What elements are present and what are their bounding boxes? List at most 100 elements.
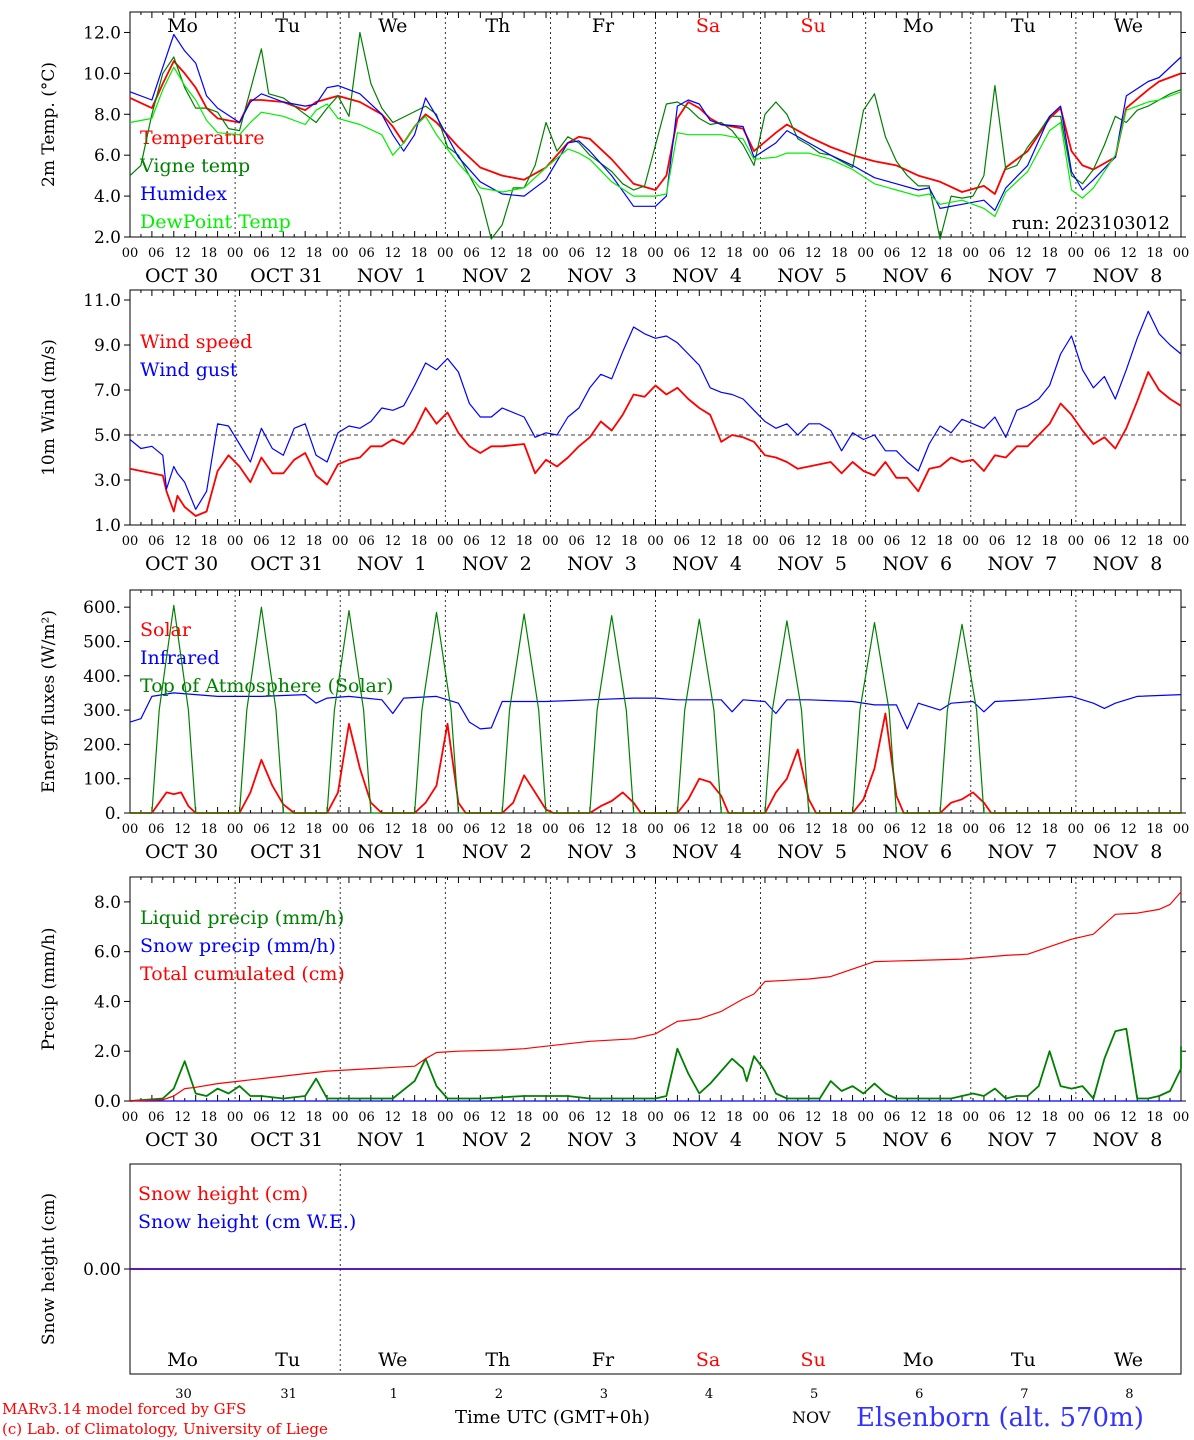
y-axis-label: Precip (mm/h) xyxy=(39,927,59,1050)
hour-label: 12 xyxy=(910,246,927,261)
date-label: NOV 2 xyxy=(462,265,532,287)
date-label: NOV 4 xyxy=(672,265,742,287)
hour-label: 12 xyxy=(1120,534,1137,549)
hour-label: 00 xyxy=(227,822,244,837)
day-number: 1 xyxy=(390,1387,398,1402)
legend-entry: Vigne temp xyxy=(139,155,250,177)
hour-label: 00 xyxy=(1173,1110,1190,1125)
hour-label: 18 xyxy=(1041,534,1058,549)
day-number: 6 xyxy=(915,1387,923,1402)
y-tick-label: 0.00 xyxy=(83,1260,121,1280)
weekday-label: Su xyxy=(801,1349,826,1371)
y-tick-label: 8.0 xyxy=(94,893,121,913)
day-number: 5 xyxy=(810,1387,818,1402)
hour-label: 12 xyxy=(910,1110,927,1125)
hour-label: 06 xyxy=(358,246,375,261)
legend-entry: Infrared xyxy=(140,647,220,669)
y-tick-label: 4.0 xyxy=(94,187,121,207)
hour-label: 18 xyxy=(306,1110,323,1125)
hour-label: 06 xyxy=(989,246,1006,261)
y-tick-label: 3.0 xyxy=(94,471,121,491)
hour-label: 06 xyxy=(1094,1110,1111,1125)
legend-entry: Snow height (cm W.E.) xyxy=(138,1211,356,1233)
hour-label: 12 xyxy=(1120,822,1137,837)
station-name: Elsenborn (alt. 570m) xyxy=(856,1403,1144,1433)
hour-label: 18 xyxy=(831,1110,848,1125)
hour-label: 12 xyxy=(595,822,612,837)
day-number: 4 xyxy=(705,1387,713,1402)
date-label: OCT 30 xyxy=(145,265,218,287)
hour-label: 12 xyxy=(805,534,822,549)
series-line xyxy=(129,692,1182,730)
weekday-label: Tu xyxy=(275,15,300,37)
hour-label: 12 xyxy=(805,822,822,837)
day-number: 31 xyxy=(280,1387,297,1402)
date-label: NOV 4 xyxy=(672,1129,742,1151)
hour-label: 06 xyxy=(674,534,691,549)
hour-label: 12 xyxy=(279,822,296,837)
y-axis-label: Snow height (cm) xyxy=(39,1193,59,1345)
hour-label: 18 xyxy=(726,1110,743,1125)
date-label: NOV 3 xyxy=(567,265,637,287)
y-tick-label: 10.0 xyxy=(83,64,121,84)
hour-label: 12 xyxy=(1015,1110,1032,1125)
hour-label: 12 xyxy=(910,534,927,549)
y-tick-label: 5.0 xyxy=(94,426,121,446)
hour-label: 18 xyxy=(831,822,848,837)
model-credit: MARv3.14 model forced by GFS xyxy=(2,1400,247,1418)
day-number: 30 xyxy=(175,1387,192,1402)
hour-label: 12 xyxy=(1015,822,1032,837)
hour-label: 00 xyxy=(1068,822,1085,837)
hour-label: 06 xyxy=(568,534,585,549)
hour-label: 12 xyxy=(700,534,717,549)
hour-label: 12 xyxy=(1120,1110,1137,1125)
y-tick-label: 600. xyxy=(83,598,121,618)
hour-label: 06 xyxy=(779,534,796,549)
hour-label: 06 xyxy=(253,246,270,261)
series-line xyxy=(129,310,1182,510)
hour-label: 06 xyxy=(989,822,1006,837)
hour-label: 12 xyxy=(279,1110,296,1125)
hour-label: 12 xyxy=(1015,246,1032,261)
date-label: NOV 5 xyxy=(777,1129,847,1151)
series-line xyxy=(129,1027,1182,1102)
hour-label: 18 xyxy=(1146,822,1163,837)
hour-label: 18 xyxy=(726,246,743,261)
hour-label: 18 xyxy=(411,246,428,261)
hour-label: 12 xyxy=(595,1110,612,1125)
hour-label: 18 xyxy=(201,534,218,549)
date-label: NOV 7 xyxy=(987,841,1057,863)
hour-label: 12 xyxy=(700,246,717,261)
series-line xyxy=(130,604,1181,814)
hour-label: 12 xyxy=(1015,534,1032,549)
date-label: NOV 6 xyxy=(882,265,952,287)
weekday-label: We xyxy=(1114,1349,1143,1371)
hour-label: 18 xyxy=(411,534,428,549)
hour-label: 00 xyxy=(122,822,139,837)
hour-label: 06 xyxy=(568,246,585,261)
date-label: NOV 2 xyxy=(462,553,532,575)
hour-label: 12 xyxy=(384,534,401,549)
y-tick-label: 9.0 xyxy=(94,336,121,356)
hour-label: 06 xyxy=(1094,822,1111,837)
date-label: NOV 7 xyxy=(987,265,1057,287)
hour-label: 18 xyxy=(306,534,323,549)
hour-label: 18 xyxy=(411,822,428,837)
weekday-label: Fr xyxy=(592,1349,615,1371)
y-tick-label: 6.0 xyxy=(94,943,121,963)
y-tick-label: 6.0 xyxy=(94,146,121,166)
hour-label: 12 xyxy=(805,246,822,261)
hour-label: 00 xyxy=(332,822,349,837)
y-tick-label: 1.0 xyxy=(94,516,121,536)
legend-entry: Liquid precip (mm/h) xyxy=(140,907,344,929)
y-tick-label: 0.0 xyxy=(94,1092,121,1112)
hour-label: 00 xyxy=(963,822,980,837)
weekday-label: Tu xyxy=(1011,15,1036,37)
date-label: OCT 31 xyxy=(250,265,323,287)
date-label: NOV 6 xyxy=(882,1129,952,1151)
weekday-label: Th xyxy=(485,15,510,37)
hour-label: 00 xyxy=(857,246,874,261)
y-tick-label: 400. xyxy=(83,667,121,687)
weekday-label: Tu xyxy=(275,1349,300,1371)
